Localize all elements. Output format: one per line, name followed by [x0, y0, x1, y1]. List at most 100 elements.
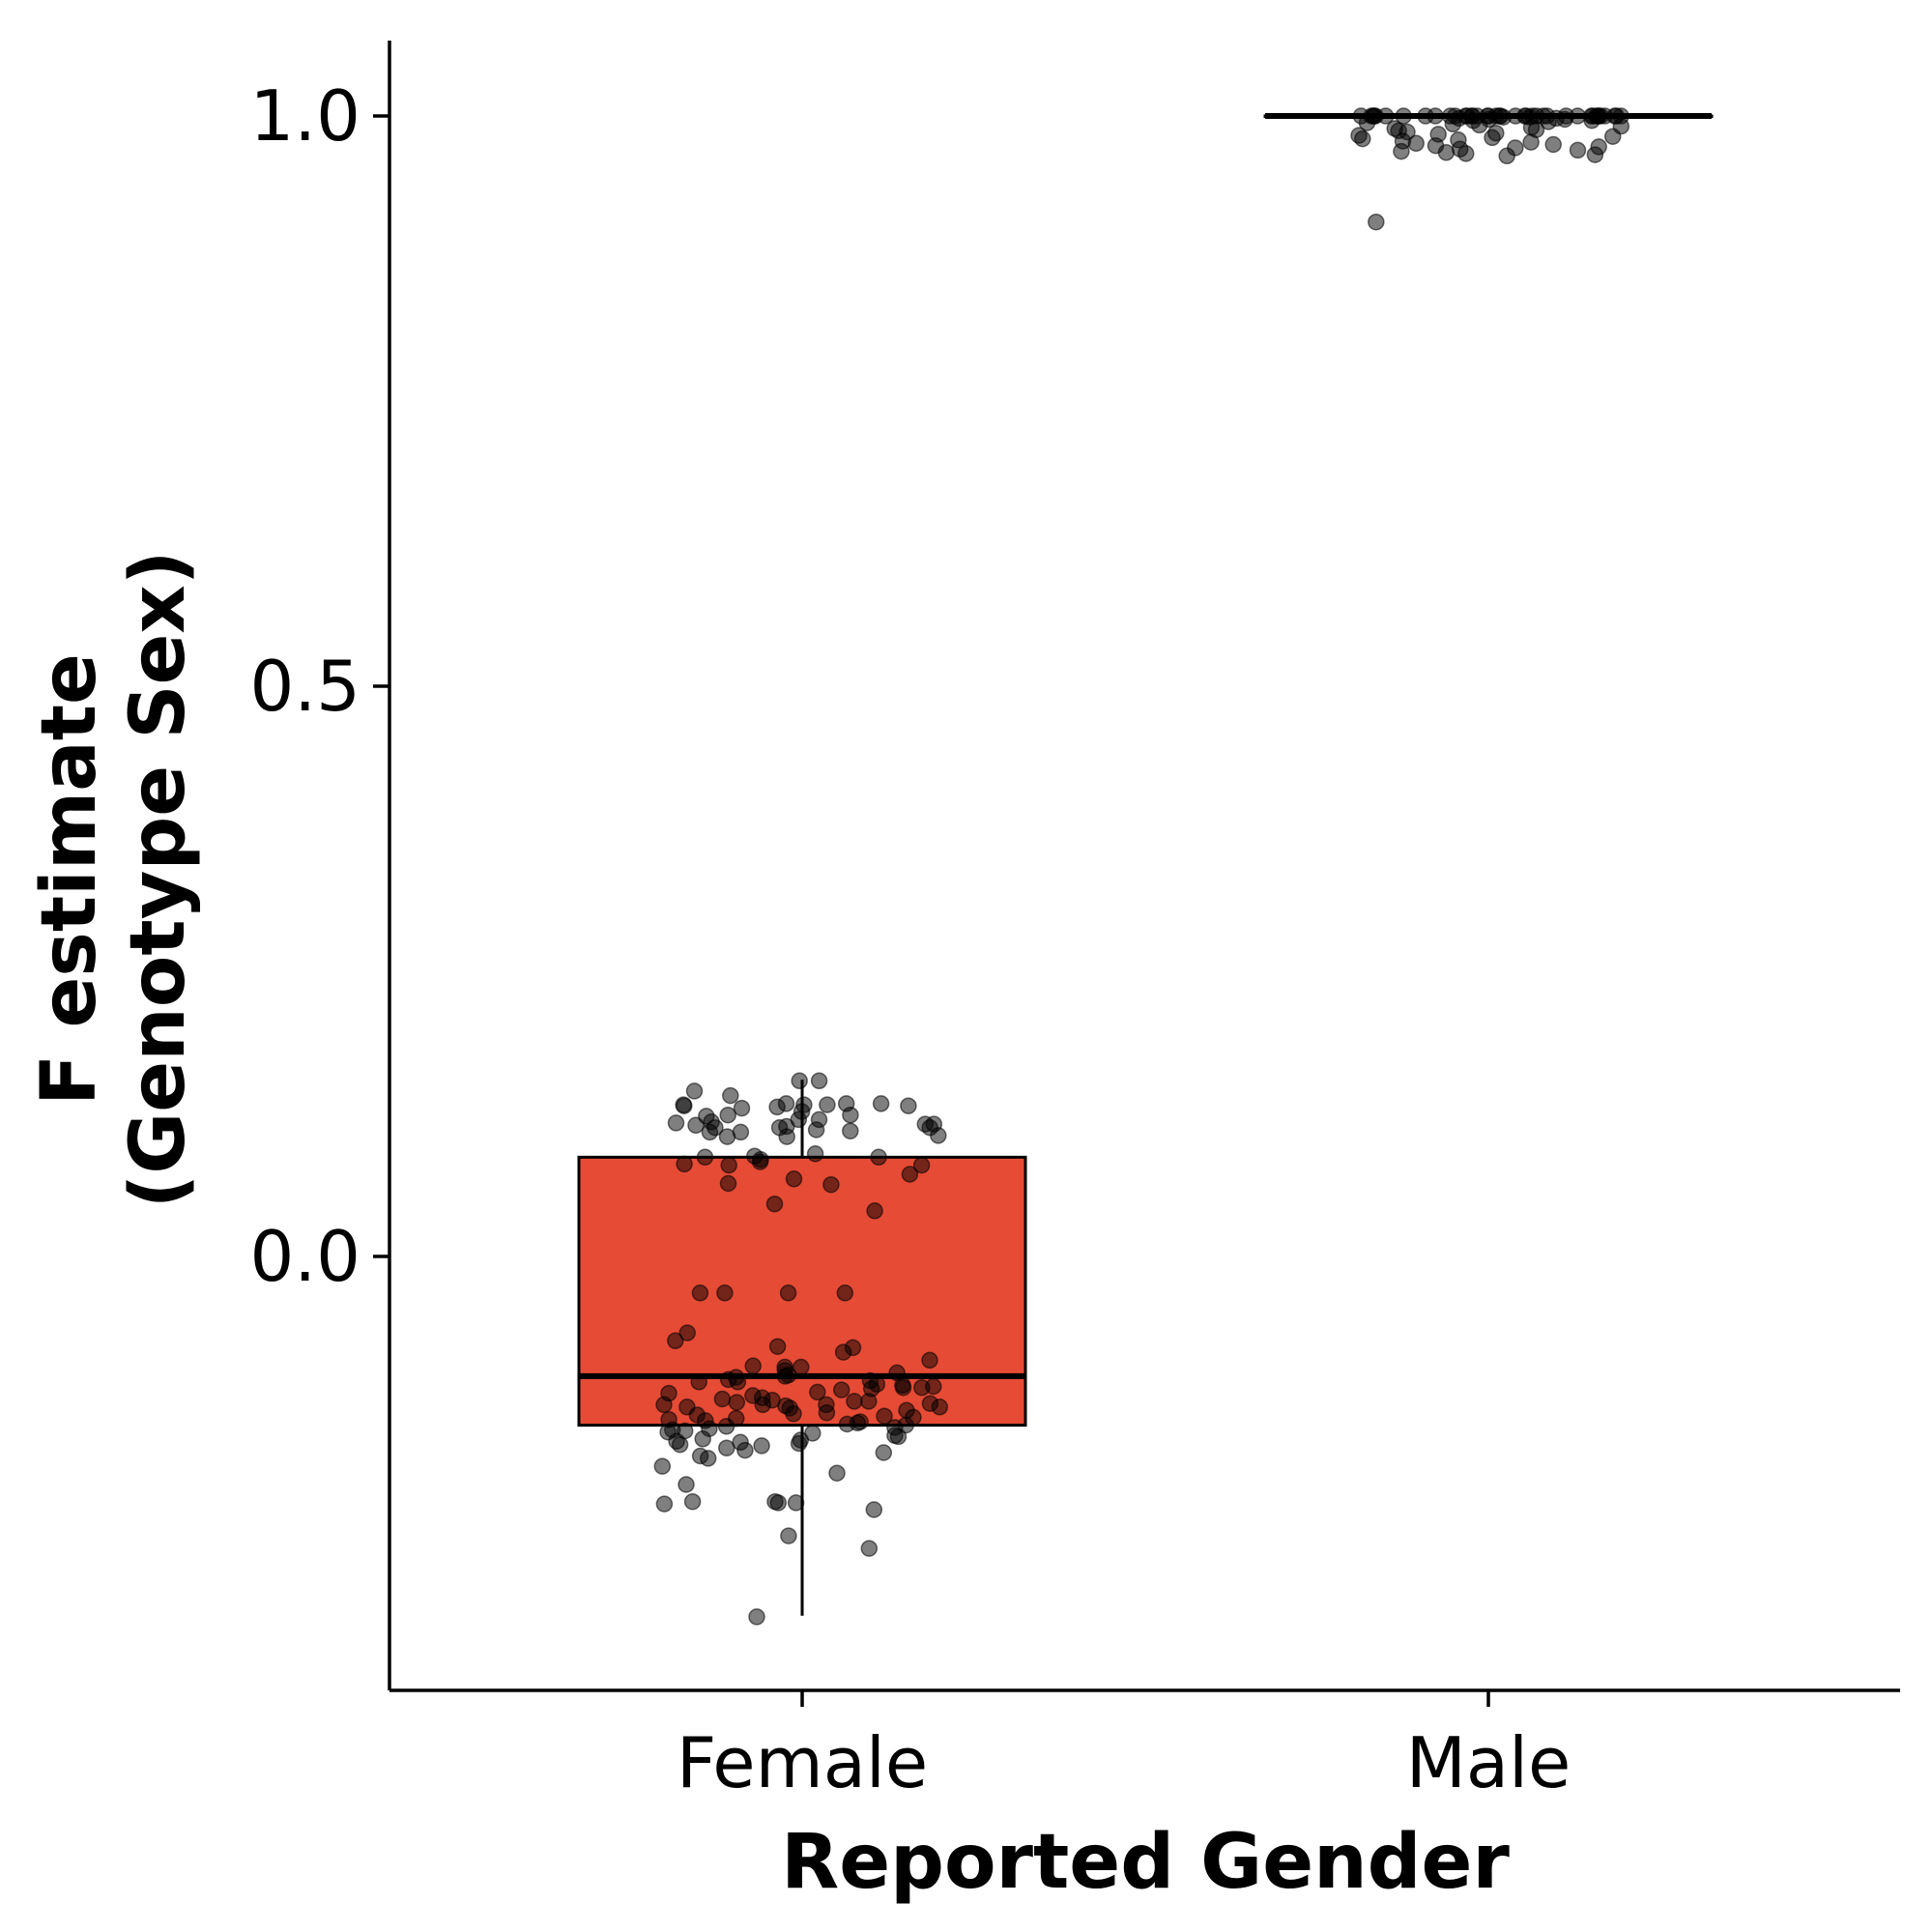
iqr-box — [577, 1155, 1027, 1427]
data-point — [791, 1072, 808, 1090]
data-point — [676, 1155, 693, 1173]
data-point — [776, 1368, 794, 1385]
data-point — [1457, 145, 1475, 162]
data-point — [819, 1096, 836, 1113]
data-point — [1437, 144, 1456, 161]
data-point — [930, 1127, 947, 1144]
data-point — [744, 1357, 762, 1375]
data-point — [860, 1540, 879, 1557]
data-point — [1358, 114, 1376, 131]
data-point — [1354, 130, 1371, 148]
data-point — [921, 1351, 938, 1370]
y-tick-label: 0.5 — [249, 646, 360, 727]
data-point — [768, 1338, 787, 1355]
data-point — [667, 1332, 684, 1350]
data-point — [889, 1427, 908, 1446]
y-tick-label: 0.0 — [249, 1216, 360, 1297]
data-point — [876, 1407, 893, 1425]
y-axis-title-line: F estimate — [26, 653, 113, 1106]
data-point — [716, 1284, 734, 1302]
data-point — [683, 1492, 702, 1511]
data-point — [872, 1095, 890, 1112]
data-point — [793, 1358, 810, 1376]
data-point — [699, 1450, 717, 1467]
data-point — [675, 1096, 692, 1113]
data-point — [722, 1086, 739, 1105]
data-point — [870, 1148, 887, 1167]
data-point — [1586, 146, 1604, 163]
data-point — [806, 1145, 824, 1163]
data-point — [653, 1457, 672, 1475]
plot-area — [577, 107, 1714, 1626]
data-point — [810, 1072, 828, 1090]
data-point — [1544, 135, 1562, 154]
data-point — [1494, 108, 1513, 126]
data-point — [655, 1495, 674, 1513]
data-point — [836, 1284, 854, 1302]
data-point — [779, 1284, 797, 1302]
data-point — [1603, 128, 1622, 145]
data-point — [828, 1464, 846, 1482]
data-point — [655, 1396, 673, 1414]
data-point — [717, 1418, 735, 1435]
data-point — [701, 1123, 719, 1141]
box-female — [577, 1080, 1027, 1616]
data-point — [807, 1121, 825, 1139]
data-point — [842, 1106, 859, 1124]
data-point — [694, 1430, 711, 1448]
data-point — [667, 1114, 685, 1132]
data-point — [866, 1202, 883, 1220]
data-point — [1393, 142, 1410, 160]
data-point — [690, 1373, 707, 1391]
data-point — [1395, 107, 1412, 125]
data-point — [1498, 147, 1515, 165]
data-point — [822, 1175, 840, 1194]
data-point — [1540, 113, 1557, 130]
data-point — [832, 1381, 851, 1399]
data-point — [685, 1082, 704, 1100]
data-point — [780, 1527, 797, 1544]
y-axis-title-line: (Genotype Sex) — [115, 551, 202, 1209]
data-point — [691, 1284, 709, 1302]
data-point — [913, 1378, 931, 1397]
axes — [388, 41, 1900, 1692]
data-point — [842, 1122, 859, 1139]
data-point — [687, 1116, 705, 1135]
data-point — [720, 1156, 737, 1174]
data-point — [1569, 141, 1587, 159]
data-point — [894, 1378, 912, 1397]
data-point — [765, 1195, 784, 1213]
data-point — [751, 1153, 769, 1170]
data-point — [1427, 107, 1444, 125]
data-point — [785, 1170, 803, 1188]
y-axis-title: F estimate(Genotype Sex) — [26, 551, 202, 1209]
data-point — [912, 1156, 931, 1174]
data-point — [1444, 115, 1462, 133]
data-point — [1583, 111, 1600, 130]
data-point — [718, 1128, 736, 1145]
x-tick-label-female: Female — [677, 1722, 928, 1803]
x-axis-title: Reported Gender — [781, 1819, 1510, 1906]
ticks: 0.0 0.5 1.0 Female Male — [249, 75, 1571, 1803]
data-point — [838, 1415, 856, 1433]
data-point — [1368, 213, 1385, 231]
data-point — [728, 1394, 746, 1411]
data-point — [729, 1373, 747, 1391]
data-point — [875, 1444, 893, 1461]
data-point — [809, 1383, 826, 1401]
x-tick-label-male: Male — [1406, 1722, 1572, 1803]
data-point — [900, 1097, 917, 1114]
data-point — [678, 1476, 695, 1493]
data-point — [818, 1403, 836, 1422]
data-point — [671, 1435, 689, 1454]
data-point — [696, 1148, 714, 1167]
data-point — [748, 1608, 765, 1626]
data-point — [901, 1166, 919, 1183]
data-point — [769, 1494, 788, 1512]
data-point — [768, 1098, 786, 1116]
points-female — [653, 1072, 949, 1626]
data-point — [719, 1174, 737, 1193]
data-point — [790, 1434, 808, 1453]
data-point — [1522, 133, 1540, 151]
